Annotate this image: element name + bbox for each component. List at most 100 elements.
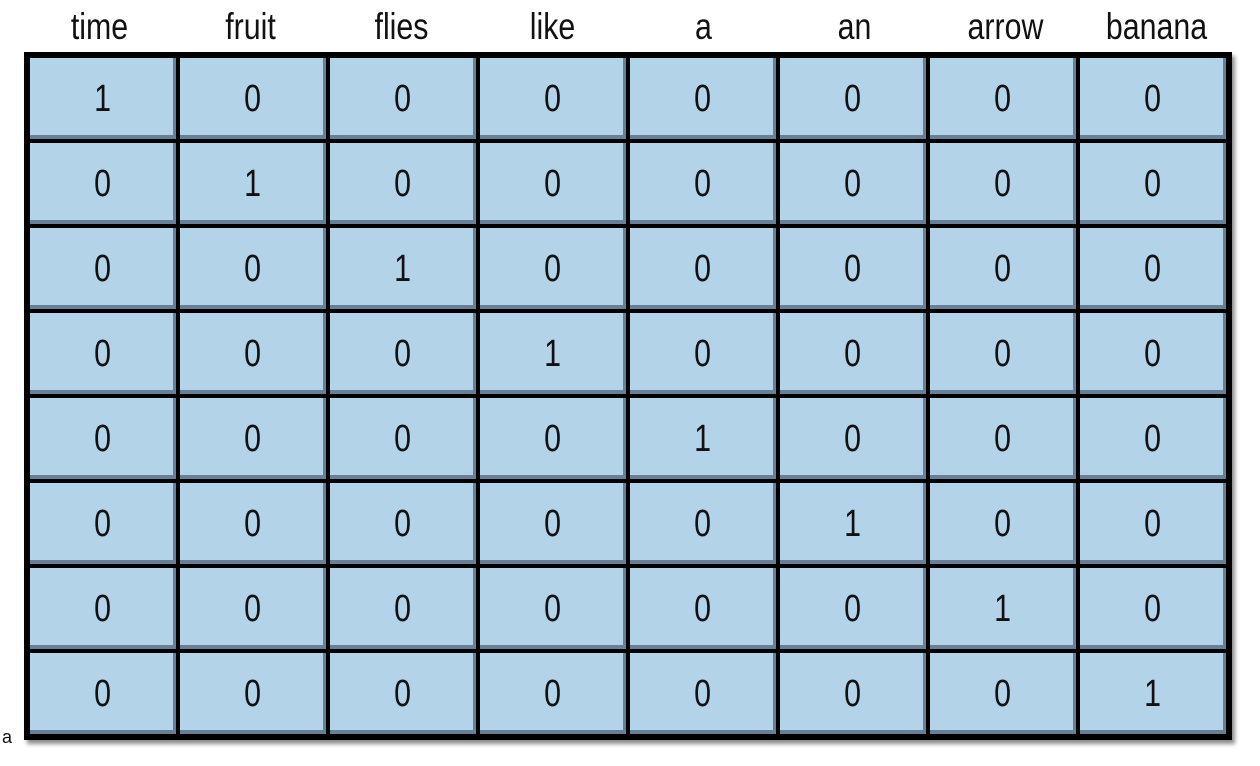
matrix-cell-value: 0: [394, 672, 412, 715]
matrix-cell-value: 0: [1144, 247, 1162, 290]
matrix-cell-value: 0: [994, 247, 1012, 290]
matrix-cell: 0: [630, 58, 776, 139]
matrix-cell-value: 0: [694, 502, 712, 545]
matrix-cell: 0: [630, 568, 776, 649]
matrix-cell: 0: [780, 653, 926, 734]
matrix-cell: 0: [630, 143, 776, 224]
column-header-time: time: [70, 5, 129, 47]
matrix-cell-value: 0: [244, 417, 262, 460]
matrix-cell: 0: [30, 398, 176, 479]
matrix-cell-value: 0: [94, 162, 112, 205]
matrix-cell-value: 0: [1144, 417, 1162, 460]
matrix-cell-value: 0: [544, 672, 562, 715]
matrix-cell-value: 0: [244, 332, 262, 375]
matrix-cell: 0: [480, 568, 626, 649]
matrix-cell-value: 0: [244, 587, 262, 630]
matrix-cell: 0: [780, 228, 926, 309]
matrix-cell: 0: [480, 143, 626, 224]
matrix-cell: 0: [30, 228, 176, 309]
matrix-cell: 0: [330, 313, 476, 394]
matrix-cell-value: 0: [694, 77, 712, 120]
matrix-cell-value: 0: [694, 247, 712, 290]
matrix-cell: 1: [930, 568, 1076, 649]
matrix-cell: 0: [1080, 483, 1226, 564]
matrix-cell-value: 0: [94, 247, 112, 290]
matrix-cell-value: 0: [394, 162, 412, 205]
matrix-cell-value: 0: [244, 502, 262, 545]
matrix-cell-value: 0: [394, 502, 412, 545]
matrix-cell: 0: [480, 653, 626, 734]
matrix-cell: 0: [1080, 313, 1226, 394]
matrix-cell-value: 0: [94, 672, 112, 715]
matrix-cell-value: 0: [694, 587, 712, 630]
matrix-cell: 0: [630, 653, 776, 734]
matrix-cell-value: 0: [544, 162, 562, 205]
matrix-cell: 0: [330, 398, 476, 479]
matrix-cell-value: 0: [694, 162, 712, 205]
matrix-cell: 0: [1080, 398, 1226, 479]
matrix-cell: 0: [780, 568, 926, 649]
column-header-flies: flies: [374, 5, 429, 47]
matrix-cell: 0: [30, 313, 176, 394]
matrix-cell-value: 1: [694, 417, 712, 460]
matrix-cell-value: 1: [244, 162, 262, 205]
matrix-cell-value: 0: [1144, 502, 1162, 545]
matrix-cell: 0: [330, 143, 476, 224]
matrix-cell: 0: [930, 143, 1076, 224]
matrix-cell: 1: [330, 228, 476, 309]
matrix-cell: 0: [630, 228, 776, 309]
matrix-cell: 1: [780, 483, 926, 564]
matrix-cell-value: 1: [94, 77, 112, 120]
matrix-cell-value: 1: [1144, 672, 1162, 715]
matrix-cell-value: 1: [394, 247, 412, 290]
matrix-cell: 0: [930, 398, 1076, 479]
matrix-cell: 0: [30, 568, 176, 649]
column-header-an: an: [837, 5, 872, 47]
matrix-cell: 0: [1080, 228, 1226, 309]
matrix-cell: 0: [480, 398, 626, 479]
matrix-cell-value: 0: [844, 162, 862, 205]
column-header-arrow: arrow: [967, 5, 1044, 47]
matrix-cell: 1: [180, 143, 326, 224]
matrix-cell-value: 0: [994, 332, 1012, 375]
matrix-cell-value: 0: [244, 77, 262, 120]
matrix-cell: 1: [630, 398, 776, 479]
matrix-cell: 0: [480, 483, 626, 564]
matrix-cell-value: 0: [994, 162, 1012, 205]
matrix-cell: 0: [930, 228, 1076, 309]
matrix-cell-value: 0: [994, 502, 1012, 545]
matrix-cell-value: 1: [994, 587, 1012, 630]
matrix-cell-value: 1: [544, 332, 562, 375]
side-label: a: [2, 727, 13, 747]
matrix-cell-value: 0: [244, 247, 262, 290]
matrix-cell-value: 0: [394, 77, 412, 120]
matrix-cell-value: 0: [94, 502, 112, 545]
matrix-cell-value: 0: [94, 587, 112, 630]
matrix-cell-value: 0: [1144, 332, 1162, 375]
matrix-cell: 0: [180, 653, 326, 734]
column-header-row: time fruit flies like a an arrow banana: [24, 0, 1232, 52]
matrix-cell-value: 0: [394, 332, 412, 375]
matrix-cell: 0: [930, 58, 1076, 139]
matrix-cell: 0: [630, 483, 776, 564]
matrix-cell: 0: [1080, 58, 1226, 139]
one-hot-matrix: 1 0 0 0 0 0 0 0 0 1 0 0 0 0 0 0 0 0 1 0 0 0 0 0 0 0 0 1 0 0 0 0 0 0 0 0 1 0 0 0…: [24, 52, 1232, 740]
matrix-cell-value: 0: [544, 417, 562, 460]
matrix-cell-value: 0: [844, 247, 862, 290]
matrix-cell-value: 0: [244, 672, 262, 715]
matrix-cell: 0: [1080, 143, 1226, 224]
matrix-cell: 0: [480, 58, 626, 139]
matrix-cell: 0: [630, 313, 776, 394]
matrix-cell: 0: [780, 143, 926, 224]
matrix-cell: 0: [330, 483, 476, 564]
matrix-cell-value: 0: [1144, 77, 1162, 120]
column-header-like: like: [529, 5, 576, 47]
matrix-cell-value: 0: [94, 417, 112, 460]
matrix-cell: 0: [780, 58, 926, 139]
matrix-cell: 0: [30, 143, 176, 224]
matrix-cell-value: 0: [844, 77, 862, 120]
matrix-cell-value: 0: [844, 332, 862, 375]
matrix-cell: 0: [180, 398, 326, 479]
matrix-cell-value: 1: [844, 502, 862, 545]
matrix-cell: 1: [480, 313, 626, 394]
